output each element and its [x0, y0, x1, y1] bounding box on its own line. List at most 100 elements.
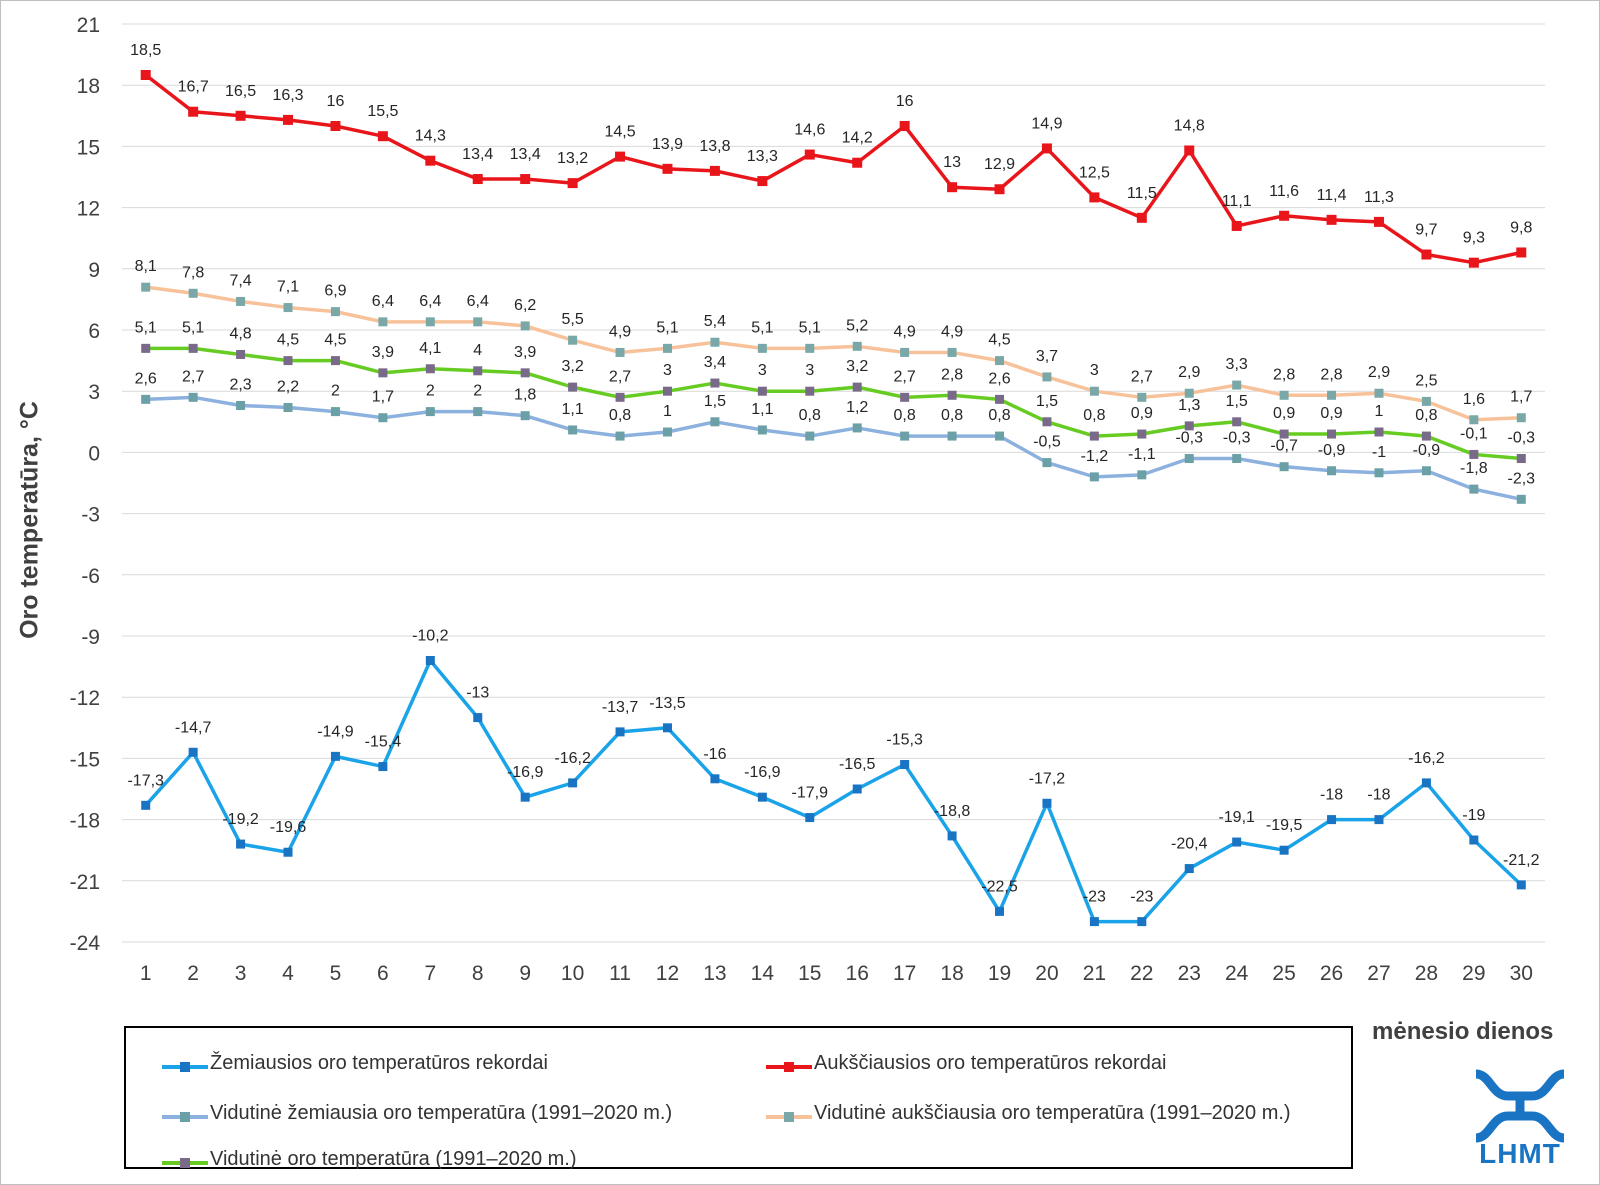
data-point: [852, 423, 862, 433]
data-label: -0,5: [1033, 434, 1061, 451]
data-point: [995, 394, 1005, 404]
legend-item-avg-max: Vidutinė aukščiausia oro temperatūra (19…: [766, 1102, 1291, 1125]
data-point: [1469, 484, 1479, 494]
legend-item-min-records: Žemiausios oro temperatūros rekordai: [162, 1052, 548, 1075]
y-tick-label: 18: [77, 75, 100, 98]
data-label: 7,4: [229, 272, 251, 289]
data-label: -19: [1462, 807, 1485, 824]
data-point: [805, 431, 815, 441]
data-label: 14,5: [604, 124, 635, 141]
x-tick-label: 8: [472, 962, 484, 985]
x-tick-label: 22: [1130, 962, 1153, 985]
data-label: 3,2: [561, 358, 583, 375]
data-label: -0,9: [1318, 442, 1346, 459]
data-point: [568, 382, 578, 392]
data-label: 6,9: [324, 283, 346, 300]
data-label: 16: [327, 93, 345, 110]
x-axis-label: mėnesio dienos: [1372, 1018, 1554, 1045]
data-label: -0,9: [1413, 442, 1441, 459]
data-point: [235, 110, 246, 121]
y-tick-label: -12: [70, 687, 100, 710]
data-label: 16,5: [225, 83, 256, 100]
data-label: 5,2: [846, 317, 868, 334]
data-point: [1184, 145, 1195, 156]
data-label: 0,9: [1131, 405, 1153, 422]
data-label: 1: [1375, 403, 1384, 420]
data-point: [1232, 380, 1242, 390]
legend-item-avg-min: Vidutinė žemiausia oro temperatūra (1991…: [162, 1102, 672, 1125]
data-label: 4,9: [609, 323, 631, 340]
data-label: 1,7: [1510, 389, 1532, 406]
series-line-3: [145, 285, 1522, 422]
legend-swatch-marker: [180, 1157, 190, 1168]
data-label: 0,9: [1273, 405, 1295, 422]
x-tick-label: 13: [703, 962, 726, 985]
legend-item-avg: Vidutinė oro temperatūra (1991–2020 m.): [162, 1148, 577, 1171]
data-label: 14,3: [415, 128, 446, 145]
data-point: [378, 413, 388, 423]
data-point: [1279, 429, 1289, 439]
data-point: [947, 182, 958, 193]
data-label: 1,7: [372, 389, 394, 406]
data-point: [900, 347, 910, 357]
data-point: [1374, 468, 1384, 478]
data-point: [425, 155, 436, 166]
data-label: 13,4: [510, 146, 541, 163]
data-label: 15,5: [367, 103, 398, 120]
data-label: -14,9: [317, 723, 354, 740]
data-point: [662, 343, 672, 353]
y-tick-label: 3: [88, 381, 100, 404]
data-point: [472, 174, 483, 185]
data-point: [1137, 392, 1147, 402]
data-label: 4: [473, 342, 482, 359]
legend-label-avg-max: Vidutinė aukščiausia oro temperatūra (19…: [814, 1102, 1291, 1124]
data-label: 5,1: [135, 319, 157, 336]
x-tick-label: 25: [1272, 962, 1295, 985]
data-label: 14,8: [1174, 117, 1205, 134]
data-label: 2,9: [1368, 364, 1390, 381]
data-point: [473, 713, 483, 723]
data-label: 13,8: [699, 138, 730, 155]
data-label: 1,1: [751, 401, 773, 418]
data-label: 3: [758, 362, 767, 379]
data-label: 6,4: [419, 293, 441, 310]
data-label: 8,1: [135, 258, 157, 275]
data-point: [710, 378, 720, 388]
data-point: [378, 762, 388, 772]
data-label: -1: [1372, 444, 1386, 461]
data-label: -13: [466, 685, 489, 702]
data-point: [1041, 143, 1052, 154]
data-point: [994, 184, 1005, 195]
data-label: 2,6: [135, 370, 157, 387]
data-label: 4,9: [941, 323, 963, 340]
y-tick-label: -9: [81, 626, 100, 649]
data-label: -22,5: [981, 878, 1018, 895]
data-point: [900, 392, 910, 402]
legend-item-max-records: Aukščiausios oro temperatūros rekordai: [766, 1052, 1166, 1075]
data-point: [1327, 390, 1337, 400]
data-label: 0,8: [988, 407, 1010, 424]
data-label: -15,3: [886, 732, 923, 749]
data-label: 1,5: [704, 393, 726, 410]
data-label: -17,2: [1029, 770, 1066, 787]
data-point: [520, 174, 531, 185]
data-point: [141, 343, 151, 353]
data-point: [1327, 429, 1337, 439]
data-label: 4,5: [324, 332, 346, 349]
data-label: -23: [1130, 889, 1153, 906]
data-label: 5,4: [704, 313, 726, 330]
data-label: 5,1: [656, 319, 678, 336]
data-point: [615, 347, 625, 357]
x-tick-label: 28: [1415, 962, 1438, 985]
data-point: [900, 431, 910, 441]
data-point: [1327, 815, 1337, 825]
x-tick-label: 3: [235, 962, 247, 985]
legend-swatch-marker: [784, 1111, 794, 1122]
data-point: [425, 655, 435, 665]
data-label: 2,7: [182, 368, 204, 385]
y-tick-label: -21: [70, 871, 100, 894]
x-tick-label: 7: [424, 962, 436, 985]
data-label: 3,2: [846, 358, 868, 375]
data-label: -1,1: [1128, 446, 1156, 463]
data-label: 4,8: [229, 325, 251, 342]
